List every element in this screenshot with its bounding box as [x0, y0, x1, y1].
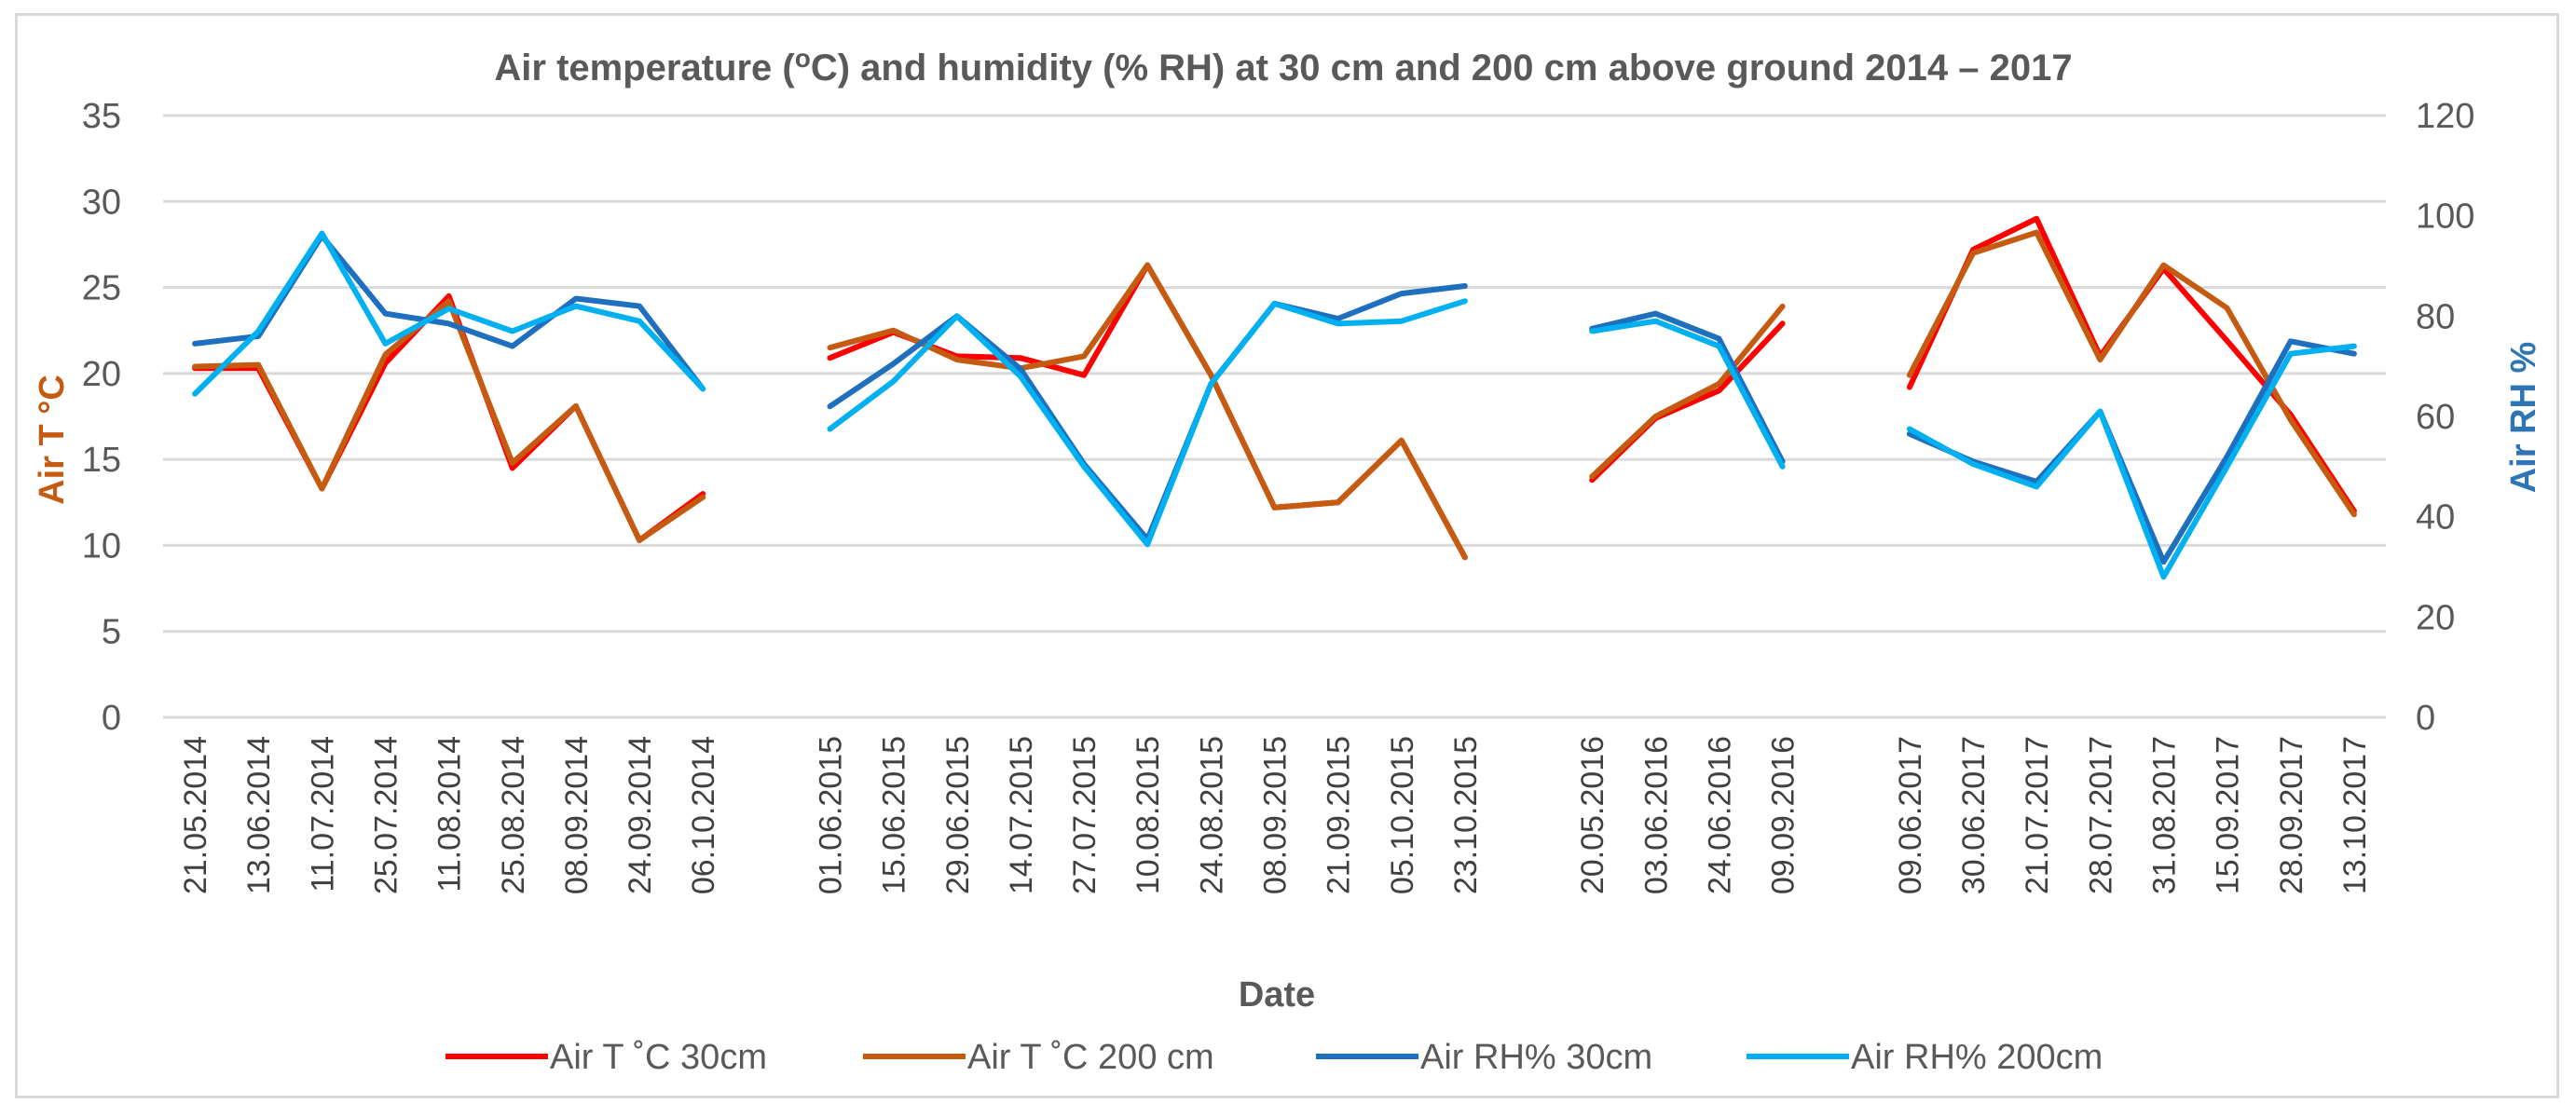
series-line-segment	[1906, 229, 2357, 518]
x-tick-label: 06.10.2014	[686, 736, 721, 894]
x-tick-label: 24.09.2014	[623, 736, 658, 894]
left-tick-label: 0	[102, 699, 121, 738]
legend-label: Air T ˚C 30cm	[550, 1038, 767, 1077]
series-line-segment	[1589, 318, 1786, 470]
series-line-segment	[827, 298, 1468, 548]
legend: Air T ˚C 30cm Air T ˚C 200 cm Air RH% 30cm…	[445, 1038, 2103, 1077]
series-line-segment	[192, 230, 706, 397]
left-tick-label: 35	[82, 97, 121, 136]
x-tick-label: 27.07.2015	[1067, 736, 1103, 894]
x-tick-label: 28.09.2017	[2274, 736, 2309, 894]
right-tick-label: 60	[2416, 398, 2455, 437]
x-tick-label: 11.08.2014	[432, 736, 468, 892]
x-tick-label: 28.07.2017	[2083, 736, 2118, 894]
gridlines	[163, 114, 2386, 719]
legend-label: Air RH% 30cm	[1420, 1038, 1652, 1077]
right-tick-label: 0	[2416, 699, 2435, 738]
x-tick-label: 31.08.2017	[2147, 736, 2183, 894]
series-line-segment	[192, 293, 706, 543]
x-tick-label: 08.09.2014	[559, 736, 595, 894]
legend-label: Air RH% 200cm	[1851, 1038, 2103, 1077]
left-axis-label: Air T °C	[33, 375, 72, 505]
right-tick-label: 40	[2416, 498, 2455, 538]
x-tick-label: 20.05.2016	[1575, 736, 1610, 894]
x-tick-label: 15.09.2017	[2211, 736, 2246, 894]
series-layer	[192, 215, 2357, 580]
x-tick-label: 25.07.2014	[369, 736, 404, 894]
x-axis-ticks: 21.05.2014 13.06.2014 11.07.2014 25.07.2014…	[178, 736, 2373, 894]
left-tick-label: 10	[82, 526, 121, 565]
series-air-t-c-200-cm	[192, 229, 2357, 561]
series-air-rh-30cm	[192, 233, 2357, 565]
x-tick-label: 24.08.2015	[1194, 736, 1229, 894]
x-tick-label: 11.07.2014	[305, 736, 340, 892]
x-tick-label: 21.07.2017	[2020, 736, 2055, 894]
chart-title: Air temperature (oC) and humidity (% RH)…	[494, 44, 2072, 89]
x-tick-label: 14.07.2015	[1004, 736, 1039, 894]
left-tick-label: 20	[82, 355, 121, 394]
series-line-segment	[192, 298, 706, 543]
right-tick-label: 100	[2416, 198, 2474, 237]
chart-frame	[15, 13, 2559, 1098]
series-line-segment	[827, 262, 1468, 561]
x-tick-label: 13.10.2017	[2337, 736, 2373, 894]
x-tick-label: 29.06.2015	[940, 736, 976, 894]
right-tick-label: 80	[2416, 297, 2455, 336]
title-text-part: C) and humidity (% RH) at 30 cm and 200 …	[811, 48, 2073, 89]
x-tick-label: 10.08.2015	[1130, 736, 1166, 894]
right-tick-label: 20	[2416, 598, 2455, 637]
title-superscript: o	[795, 44, 811, 73]
series-line-segment	[1906, 343, 2357, 580]
x-tick-label: 24.06.2016	[1703, 736, 1738, 894]
legend-label: Air T ˚C 200 cm	[967, 1038, 1214, 1077]
series-air-rh-200cm	[192, 230, 2357, 580]
left-tick-label: 30	[82, 183, 121, 222]
x-tick-label: 09.06.2017	[1893, 736, 1928, 894]
x-tick-label: 15.06.2015	[877, 736, 912, 894]
series-line-segment	[1589, 310, 1786, 465]
left-tick-label: 25	[82, 269, 121, 308]
x-tick-label: 13.06.2014	[241, 736, 277, 894]
left-tick-label: 15	[82, 441, 121, 480]
x-axis-label: Date	[1239, 975, 1315, 1015]
x-tick-label: 08.09.2015	[1258, 736, 1294, 894]
x-tick-label: 23.10.2015	[1448, 736, 1484, 894]
right-tick-label: 120	[2416, 97, 2474, 136]
x-tick-label: 01.06.2015	[814, 736, 849, 894]
left-tick-label: 5	[102, 613, 121, 652]
right-axis-label: Air RH %	[2504, 342, 2543, 494]
x-tick-label: 03.06.2016	[1638, 736, 1674, 894]
x-tick-label: 05.10.2015	[1385, 736, 1420, 894]
x-tick-label: 21.05.2014	[178, 736, 213, 894]
left-axis-ticks: 0 5 10 15 20 25 30 35	[82, 97, 121, 738]
x-tick-label: 21.09.2015	[1322, 736, 1357, 894]
x-tick-label: 09.09.2016	[1766, 736, 1802, 894]
series-line-segment	[1589, 303, 1786, 480]
right-axis-ticks: 0 20 40 60 80 100 120	[2416, 97, 2474, 738]
title-text-part: Air temperature (	[494, 48, 795, 89]
x-tick-label: 25.08.2014	[496, 736, 531, 894]
x-tick-label: 30.06.2017	[1956, 736, 1992, 894]
